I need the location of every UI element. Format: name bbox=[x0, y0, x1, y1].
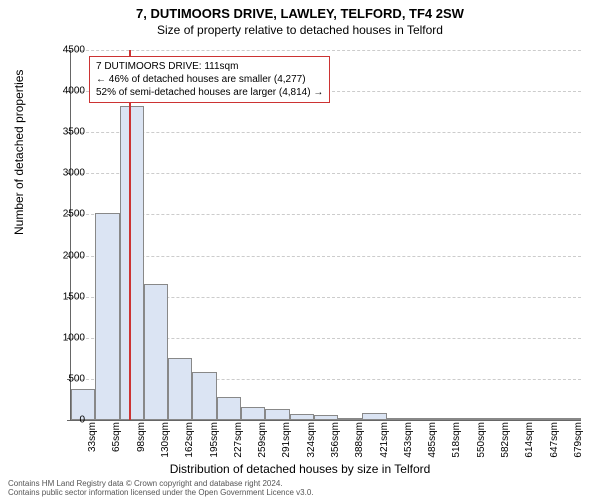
y-axis-label: Number of detached properties bbox=[12, 70, 26, 235]
histogram-bar bbox=[241, 407, 265, 420]
ytick-label: 0 bbox=[45, 415, 85, 426]
gridline bbox=[71, 214, 581, 215]
plot-area: 33sqm65sqm98sqm130sqm162sqm195sqm227sqm2… bbox=[70, 50, 581, 421]
ytick-label: 1500 bbox=[45, 291, 85, 302]
gridline bbox=[71, 50, 581, 51]
ytick-label: 4500 bbox=[45, 45, 85, 56]
ytick-label: 4000 bbox=[45, 86, 85, 97]
annotation-box: 7 DUTIMOORS DRIVE: 111sqm← 46% of detach… bbox=[89, 56, 330, 103]
ytick-label: 3000 bbox=[45, 168, 85, 179]
histogram-bar bbox=[265, 409, 289, 420]
x-axis-label: Distribution of detached houses by size … bbox=[0, 462, 600, 476]
histogram-bar bbox=[192, 372, 216, 420]
histogram-bar bbox=[435, 418, 459, 420]
histogram-bar bbox=[314, 415, 338, 420]
footer-line2: Contains public sector information licen… bbox=[8, 488, 314, 498]
annotation-line2: ← 46% of detached houses are smaller (4,… bbox=[96, 73, 323, 86]
histogram-bar bbox=[168, 358, 192, 420]
ytick-label: 1000 bbox=[45, 332, 85, 343]
gridline bbox=[71, 132, 581, 133]
histogram-bar bbox=[95, 213, 119, 420]
histogram-bar bbox=[144, 284, 168, 420]
histogram-bar bbox=[557, 418, 581, 420]
gridline bbox=[71, 173, 581, 174]
histogram-bar bbox=[387, 418, 411, 420]
title-sub: Size of property relative to detached ho… bbox=[0, 21, 600, 37]
histogram-bar bbox=[290, 414, 314, 420]
histogram-bar bbox=[338, 418, 362, 420]
histogram-bar bbox=[460, 418, 484, 420]
gridline bbox=[71, 256, 581, 257]
footer-line1: Contains HM Land Registry data © Crown c… bbox=[8, 479, 314, 489]
annotation-line1: 7 DUTIMOORS DRIVE: 111sqm bbox=[96, 60, 323, 73]
histogram-bar bbox=[484, 418, 508, 420]
histogram-bar bbox=[362, 413, 386, 420]
ytick-label: 2000 bbox=[45, 250, 85, 261]
title-main: 7, DUTIMOORS DRIVE, LAWLEY, TELFORD, TF4… bbox=[0, 0, 600, 21]
footer-attribution: Contains HM Land Registry data © Crown c… bbox=[8, 479, 314, 498]
histogram-bar bbox=[217, 397, 241, 420]
chart-container: 7, DUTIMOORS DRIVE, LAWLEY, TELFORD, TF4… bbox=[0, 0, 600, 500]
ytick-label: 2500 bbox=[45, 209, 85, 220]
histogram-bar bbox=[532, 418, 556, 420]
annotation-line3: 52% of semi-detached houses are larger (… bbox=[96, 86, 323, 99]
histogram-bar bbox=[508, 418, 532, 420]
histogram-bar bbox=[120, 106, 144, 420]
property-marker-line bbox=[129, 50, 131, 420]
ytick-label: 3500 bbox=[45, 127, 85, 138]
ytick-label: 500 bbox=[45, 373, 85, 384]
histogram-bar bbox=[411, 418, 435, 420]
